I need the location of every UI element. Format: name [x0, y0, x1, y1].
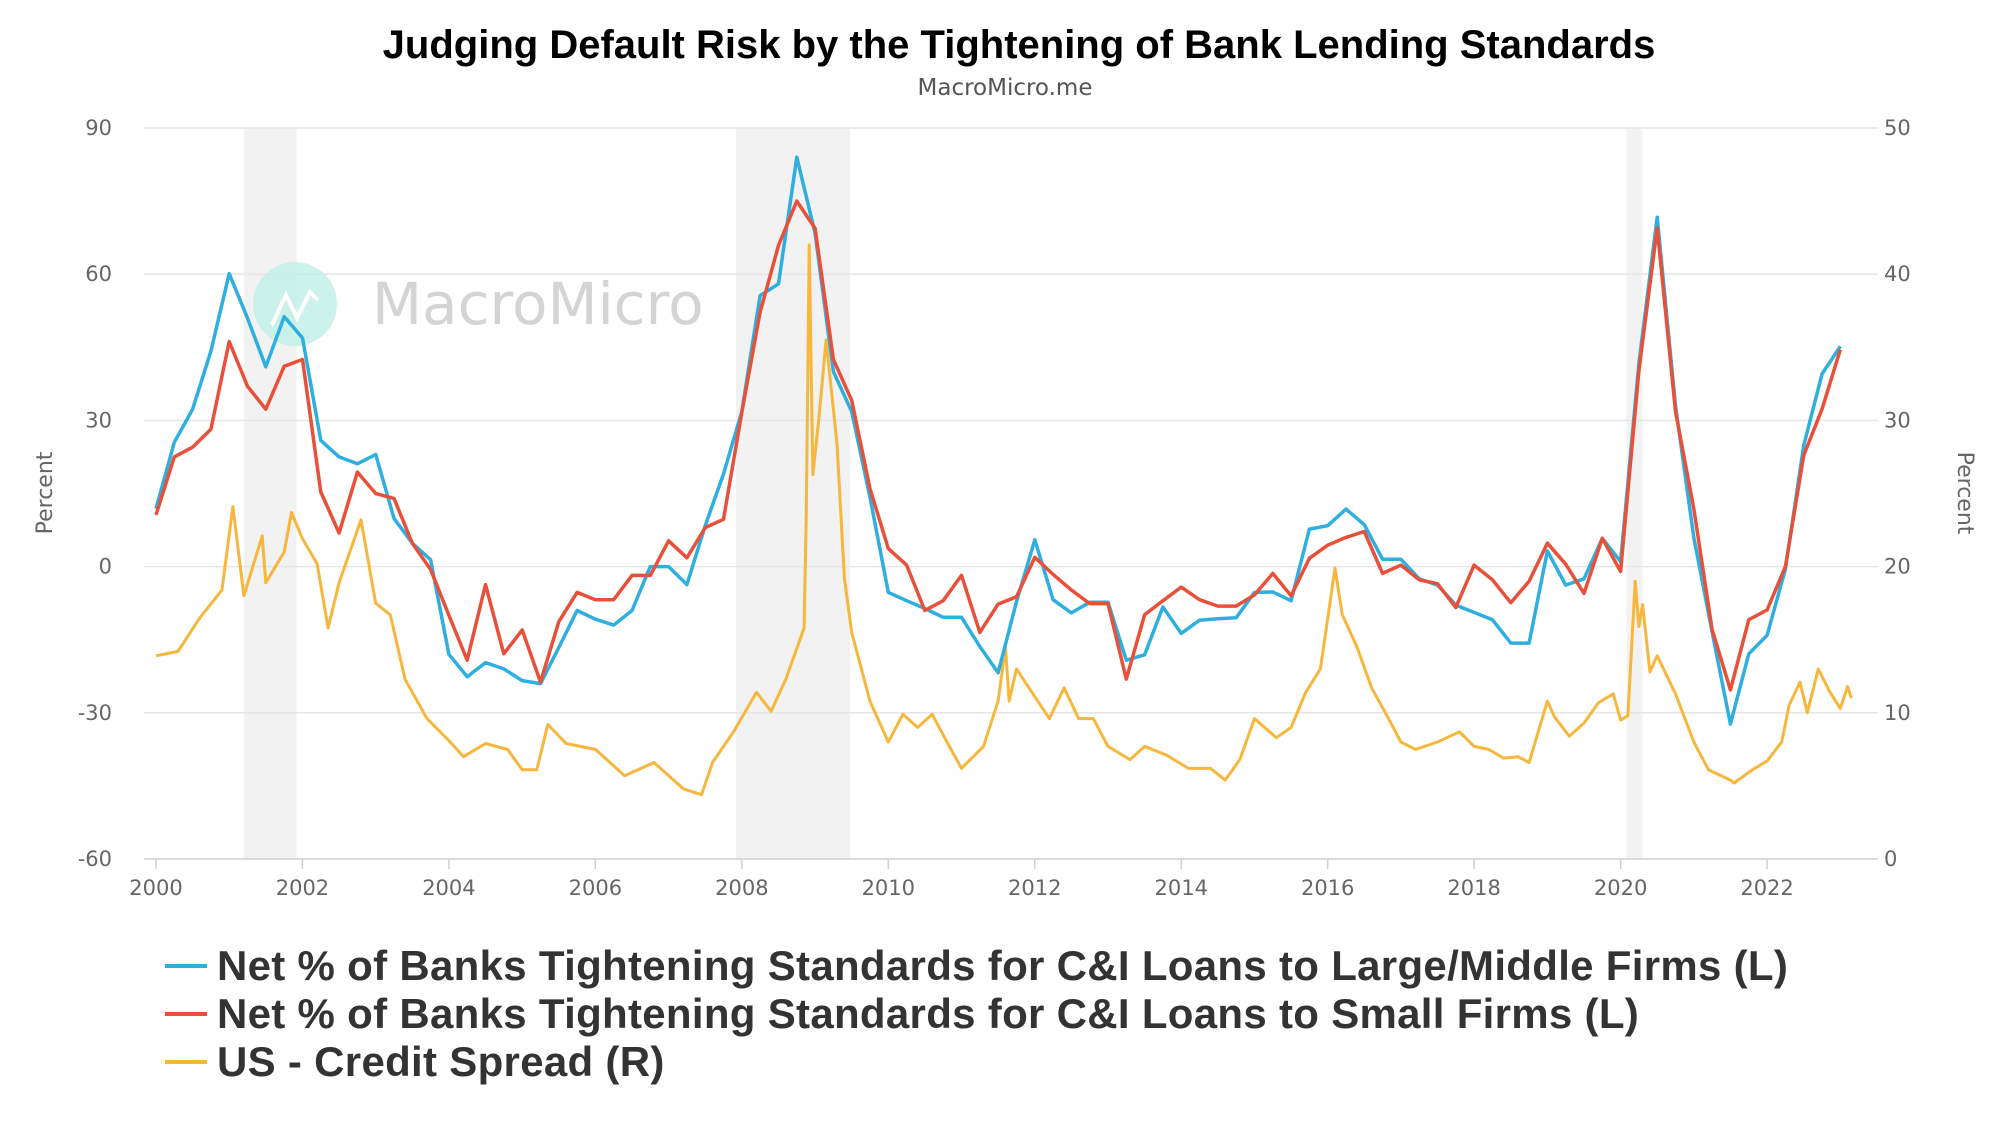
legend-item-credit-spread[interactable]: US - Credit Spread (R): [165, 1038, 1788, 1086]
right-y-axis: 50 40 30 20 10 0: [1884, 116, 1911, 871]
watermark: MacroMicro: [253, 262, 704, 346]
recession-band: [243, 128, 297, 859]
left-y-tick-label: 90: [85, 116, 112, 140]
legend-item-small-firms[interactable]: Net % of Banks Tightening Standards for …: [165, 990, 1788, 1038]
series-lines: [154, 155, 1853, 797]
legend-label: Net % of Banks Tightening Standards for …: [217, 990, 1640, 1037]
gridlines: [144, 127, 1878, 860]
watermark-chart-icon: [270, 288, 320, 326]
x-tick-label: 2004: [422, 876, 475, 900]
legend: Net % of Banks Tightening Standards for …: [165, 942, 1788, 1086]
x-tick-label: 2020: [1594, 876, 1647, 900]
watermark-logo-icon: [253, 262, 337, 346]
left-axis-title: Percent: [33, 451, 58, 534]
recession-bands: [243, 128, 1643, 859]
right-y-tick-label: 50: [1884, 116, 1911, 140]
x-tick-label: 2008: [715, 876, 768, 900]
legend-label: Net % of Banks Tightening Standards for …: [217, 942, 1789, 989]
legend-swatch: [165, 1060, 207, 1064]
x-tick-label: 2014: [1154, 876, 1207, 900]
watermark-text: MacroMicro: [372, 270, 704, 338]
right-y-tick-label: 20: [1884, 555, 1911, 579]
legend-swatch: [165, 1012, 207, 1016]
x-tick-label: 2006: [569, 876, 622, 900]
left-y-tick-label: 30: [85, 408, 112, 432]
right-y-tick-label: 40: [1884, 262, 1911, 286]
legend-swatch: [165, 964, 207, 968]
left-y-tick-label: -30: [78, 701, 112, 725]
right-axis-title: Percent: [1952, 452, 1977, 535]
right-y-tick-label: 10: [1884, 701, 1911, 725]
left-y-tick-label: 0: [99, 555, 112, 579]
x-axis: 2000 2002 2004 2006 2008 2010 2012 2014 2016 2018…: [129, 859, 1794, 900]
legend-label: US - Credit Spread (R): [217, 1038, 665, 1085]
chart-title: Judging Default Risk by the Tightening o…: [383, 23, 1656, 67]
left-y-tick-label: 60: [85, 262, 112, 286]
x-tick-label: 2018: [1447, 876, 1500, 900]
legend-item-large-middle[interactable]: Net % of Banks Tightening Standards for …: [165, 942, 1788, 990]
recession-band: [735, 128, 851, 859]
x-tick-label: 2000: [129, 876, 182, 900]
series-line-credit-spread: [155, 243, 1853, 797]
x-tick-label: 2012: [1008, 876, 1061, 900]
left-y-tick-label: -60: [78, 847, 112, 871]
left-y-axis: 90 60 30 0 -30 -60: [78, 116, 112, 871]
x-tick-label: 2002: [276, 876, 329, 900]
x-tick-label: 2016: [1301, 876, 1354, 900]
series-line-large-middle-firms: [154, 155, 1842, 726]
right-y-tick-label: 0: [1884, 847, 1897, 871]
x-tick-label: 2010: [862, 876, 915, 900]
x-tick-label: 2022: [1740, 876, 1793, 900]
right-y-tick-label: 30: [1884, 408, 1911, 432]
series-line-small-firms: [154, 199, 1842, 692]
chart-subtitle: MacroMicro.me: [918, 75, 1093, 101]
